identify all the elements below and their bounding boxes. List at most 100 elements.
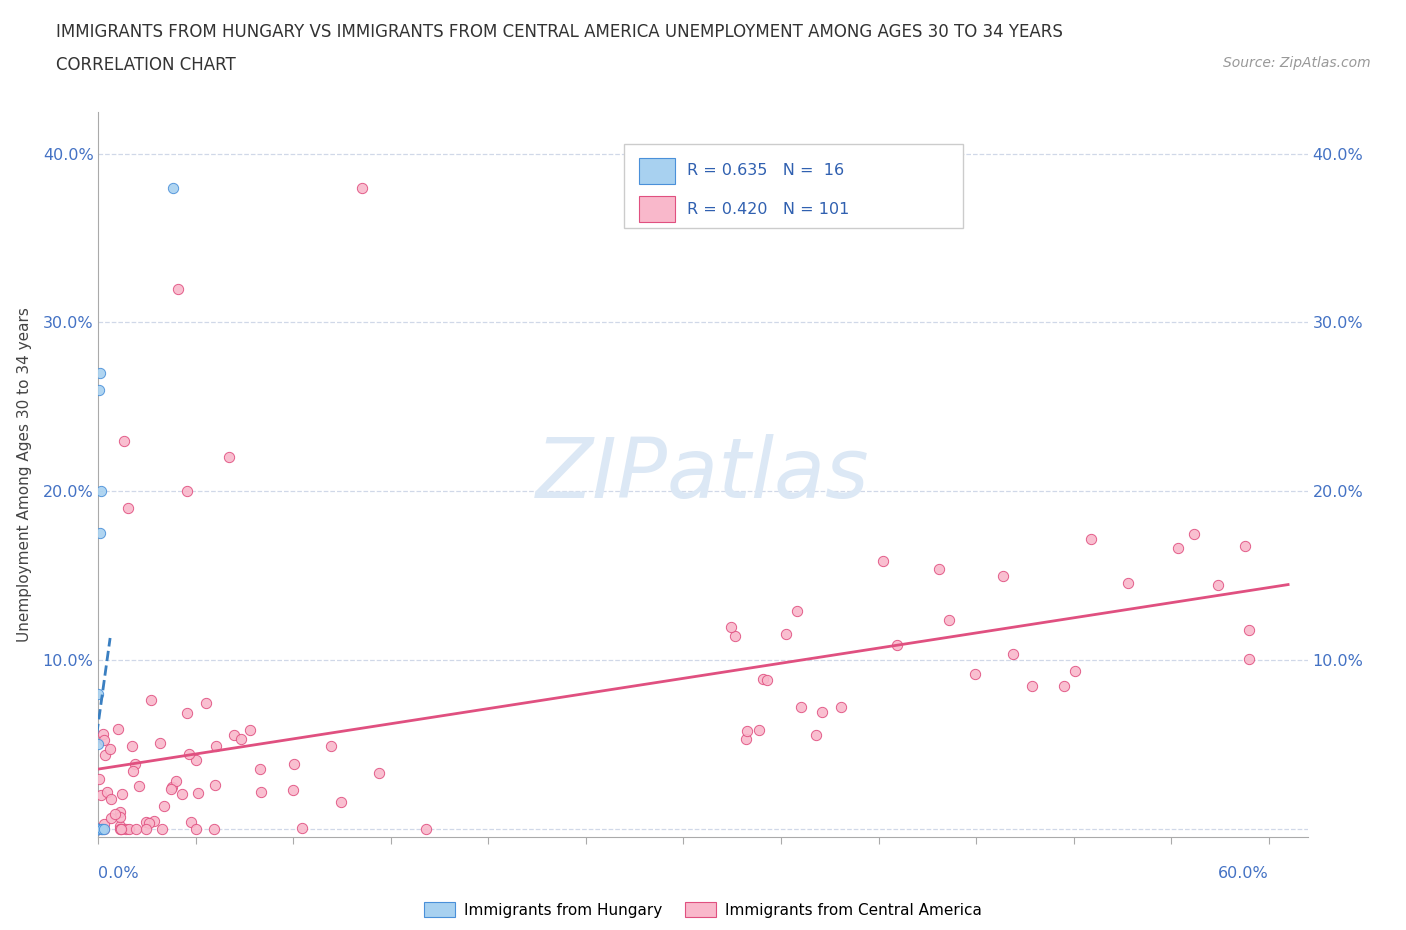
Point xyxy=(90,484,112,498)
Bar xyxy=(638,158,675,184)
Point xyxy=(830,700,852,715)
Point xyxy=(90,821,112,836)
Point xyxy=(1021,679,1043,694)
Point xyxy=(222,727,245,742)
Point xyxy=(107,722,129,737)
Point xyxy=(249,784,271,799)
Point xyxy=(231,732,253,747)
Point xyxy=(110,821,132,836)
Point xyxy=(165,774,187,789)
Point xyxy=(790,699,813,714)
Point xyxy=(194,696,217,711)
Point xyxy=(1080,532,1102,547)
Point xyxy=(993,569,1015,584)
Point xyxy=(87,821,110,836)
Point xyxy=(886,638,908,653)
Point xyxy=(1233,539,1256,554)
Point xyxy=(202,821,225,836)
Point xyxy=(1182,526,1205,541)
Point xyxy=(720,619,742,634)
Point xyxy=(124,821,146,836)
Point xyxy=(1002,646,1025,661)
Point xyxy=(1064,664,1087,679)
Point xyxy=(159,781,181,796)
Point xyxy=(90,788,112,803)
Point xyxy=(239,723,262,737)
Point xyxy=(91,726,114,741)
Point xyxy=(112,433,135,448)
Point xyxy=(87,821,110,836)
Text: 60.0%: 60.0% xyxy=(1218,866,1268,881)
Point xyxy=(87,821,110,836)
Point xyxy=(89,382,111,397)
Point xyxy=(87,821,110,836)
Point xyxy=(737,724,759,738)
Text: Source: ZipAtlas.com: Source: ZipAtlas.com xyxy=(1223,56,1371,70)
Point xyxy=(290,820,312,835)
Point xyxy=(93,821,115,836)
Point xyxy=(142,814,165,829)
Point xyxy=(93,748,115,763)
Point xyxy=(872,554,894,569)
Point xyxy=(735,731,758,746)
Point xyxy=(100,811,122,826)
Point xyxy=(108,809,131,824)
Point xyxy=(89,525,111,540)
Point xyxy=(965,667,987,682)
Point xyxy=(150,821,173,836)
Point xyxy=(786,604,808,618)
Point xyxy=(283,782,305,797)
Point xyxy=(138,816,160,830)
Point xyxy=(204,777,226,792)
Point xyxy=(110,804,132,819)
Y-axis label: Unemployment Among Ages 30 to 34 years: Unemployment Among Ages 30 to 34 years xyxy=(17,307,31,642)
Point xyxy=(1206,578,1229,592)
Point xyxy=(87,737,110,751)
Point xyxy=(170,787,193,802)
Point xyxy=(938,612,960,627)
Point xyxy=(330,794,353,809)
Point xyxy=(1118,575,1140,590)
Point xyxy=(108,818,131,833)
Point xyxy=(187,786,209,801)
Point xyxy=(756,673,779,688)
Point xyxy=(93,821,115,836)
Text: R = 0.420   N = 101: R = 0.420 N = 101 xyxy=(688,202,849,217)
Text: CORRELATION CHART: CORRELATION CHART xyxy=(56,56,236,73)
Point xyxy=(121,738,143,753)
Point xyxy=(135,821,157,836)
Bar xyxy=(638,196,675,222)
Point xyxy=(115,821,138,836)
Point xyxy=(415,821,437,836)
Text: 0.0%: 0.0% xyxy=(98,866,139,881)
Point xyxy=(928,561,950,576)
Point xyxy=(91,821,114,836)
FancyBboxPatch shape xyxy=(624,144,963,228)
Point xyxy=(804,728,827,743)
Point xyxy=(162,180,184,195)
Point xyxy=(124,757,146,772)
Point xyxy=(350,180,373,195)
Point xyxy=(1167,540,1189,555)
Text: R = 0.635   N =  16: R = 0.635 N = 16 xyxy=(688,164,845,179)
Point xyxy=(87,821,110,836)
Point xyxy=(724,629,747,644)
Point xyxy=(110,821,132,836)
Point xyxy=(184,821,207,836)
Point xyxy=(87,686,110,701)
Point xyxy=(153,799,176,814)
Point xyxy=(1053,679,1076,694)
Point xyxy=(93,817,115,831)
Point xyxy=(160,779,183,794)
Point xyxy=(810,704,832,719)
Point xyxy=(167,281,190,296)
Point xyxy=(218,450,240,465)
Point xyxy=(319,738,342,753)
Point xyxy=(184,753,207,768)
Point xyxy=(87,821,110,836)
Point xyxy=(752,672,775,687)
Point xyxy=(748,722,770,737)
Point xyxy=(149,736,172,751)
Point xyxy=(89,771,111,786)
Point xyxy=(204,739,226,754)
